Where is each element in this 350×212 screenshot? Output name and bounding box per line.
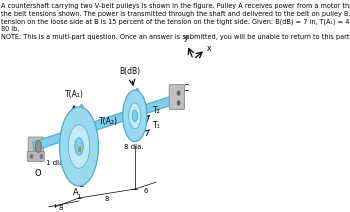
- Text: tension on the loose side at B is 15 percent of the tension on the tight side. G: tension on the loose side at B is 15 per…: [1, 18, 350, 25]
- Text: T(A₁): T(A₁): [65, 90, 84, 99]
- Ellipse shape: [68, 125, 90, 168]
- Text: 8: 8: [58, 205, 63, 211]
- Text: T₁: T₁: [153, 121, 161, 130]
- Text: T(A₂): T(A₂): [99, 117, 118, 126]
- Text: B(dB): B(dB): [119, 67, 141, 76]
- Ellipse shape: [132, 110, 138, 121]
- Polygon shape: [33, 95, 177, 151]
- Text: x: x: [206, 44, 211, 53]
- Text: A: A: [73, 188, 79, 197]
- Text: B: B: [127, 123, 133, 132]
- Ellipse shape: [129, 103, 141, 129]
- Ellipse shape: [75, 138, 83, 155]
- Text: C: C: [183, 84, 189, 93]
- Text: 1 dia.: 1 dia.: [46, 160, 65, 166]
- Circle shape: [40, 155, 42, 158]
- Text: 80 lb.: 80 lb.: [1, 26, 20, 32]
- Ellipse shape: [123, 90, 147, 142]
- Text: z: z: [79, 180, 84, 189]
- Ellipse shape: [134, 88, 141, 139]
- Circle shape: [177, 101, 180, 105]
- Text: the belt tensions shown. The power is transmitted through the shaft and delivere: the belt tensions shown. The power is tr…: [1, 11, 350, 17]
- Text: T₂: T₂: [153, 106, 161, 115]
- Text: y: y: [184, 33, 188, 42]
- Ellipse shape: [35, 141, 41, 152]
- FancyBboxPatch shape: [27, 151, 44, 161]
- Text: 8 dia.: 8 dia.: [124, 144, 144, 149]
- Text: A countershaft carrying two V-belt pulleys is shown in the figure. Pulley A rece: A countershaft carrying two V-belt pulle…: [1, 3, 350, 9]
- Text: O: O: [34, 169, 41, 178]
- Circle shape: [30, 155, 33, 158]
- Ellipse shape: [76, 105, 87, 184]
- Ellipse shape: [79, 147, 80, 152]
- Circle shape: [177, 91, 180, 95]
- Ellipse shape: [60, 107, 98, 186]
- Text: 6: 6: [144, 188, 148, 194]
- FancyBboxPatch shape: [169, 85, 184, 109]
- Text: 8: 8: [105, 196, 109, 202]
- FancyBboxPatch shape: [28, 137, 43, 156]
- Text: NOTE: This is a multi-part question. Once an answer is submitted, you will be un: NOTE: This is a multi-part question. Onc…: [1, 34, 350, 40]
